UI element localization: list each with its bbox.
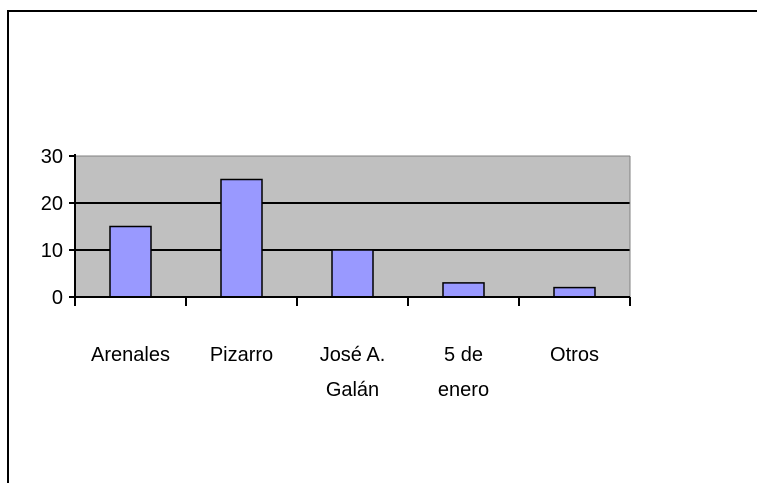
x-tick-label: Otros [550,344,599,366]
x-tick-label: José A. Galán [320,344,386,401]
x-tick-label: Pizarro [210,344,273,366]
bar-5 [553,286,596,298]
x-tick-label: Arenales [91,344,170,366]
bar-2 [220,178,263,298]
bar-3 [331,249,374,298]
y-tick-label: 20 [41,193,63,215]
y-tick-label: 30 [41,146,63,168]
frame-top-border [7,10,757,12]
x-tick-label: 5 de enero [438,344,489,401]
frame-left-border [7,10,9,483]
y-tick-label: 0 [52,287,63,309]
y-tick-label: 10 [41,240,63,262]
bar-1 [109,225,152,298]
bar-4 [442,282,485,298]
